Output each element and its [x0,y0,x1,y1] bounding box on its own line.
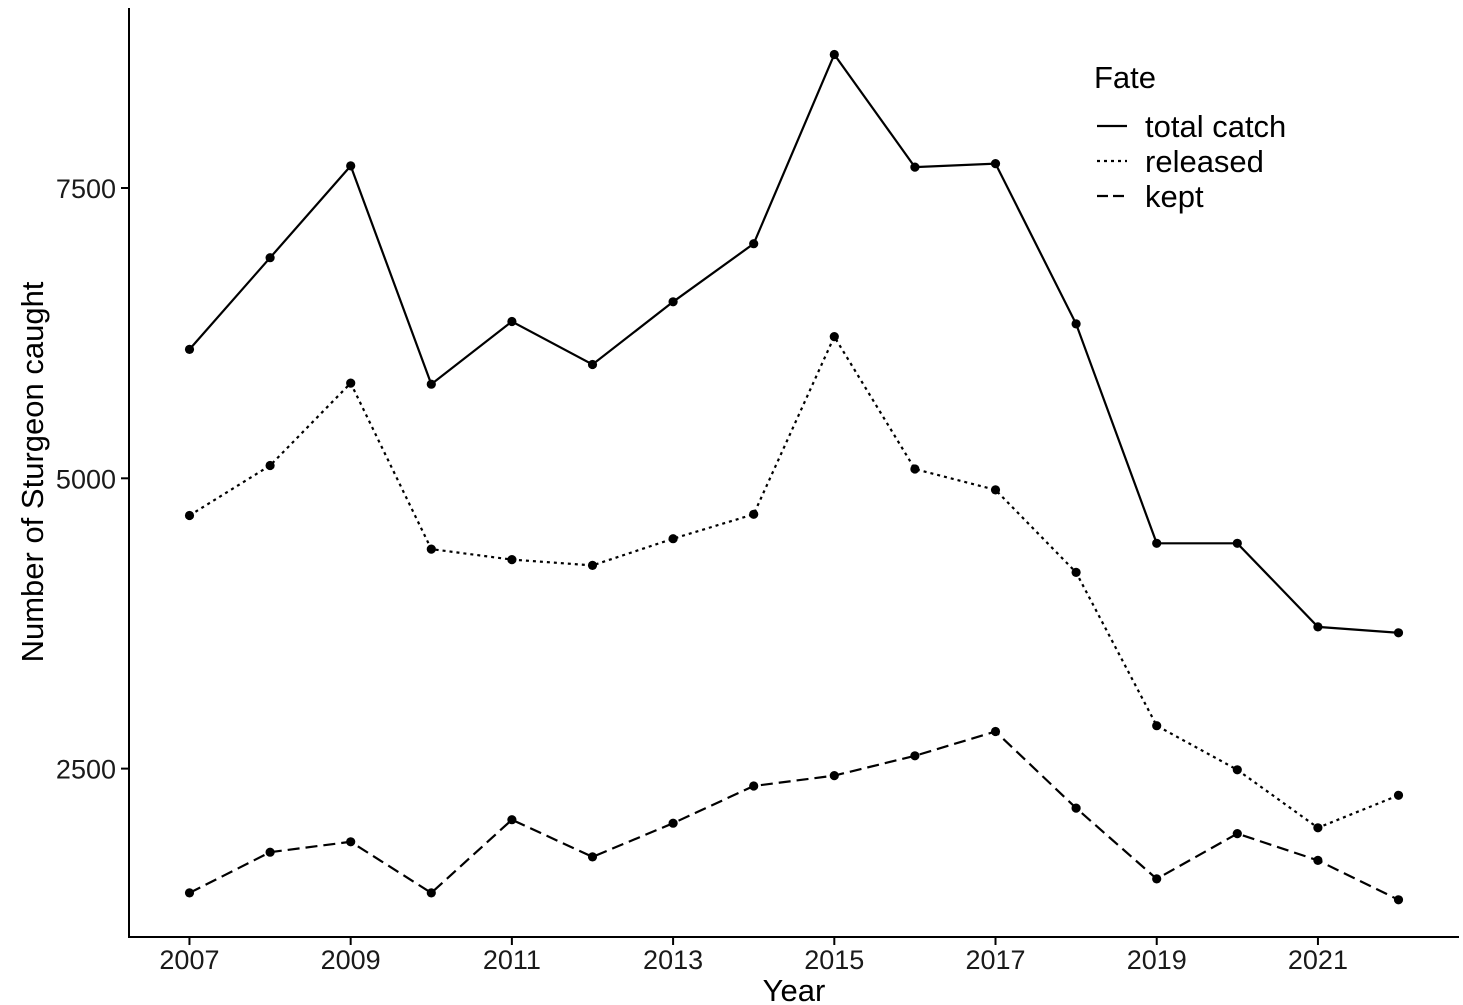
x-tick-label-2021: 2021 [1288,945,1348,975]
data-point-total-catch-2009 [346,161,356,171]
x-tick-label-2017: 2017 [965,945,1025,975]
data-point-total-catch-2012 [587,359,598,370]
data-point-kept-2011 [507,815,517,825]
data-point-released-2012 [587,560,598,571]
data-point-total-catch-2008 [265,253,275,263]
series-layer [184,49,1404,905]
x-tick-label-2011: 2011 [483,945,541,975]
data-point-kept-2014 [749,781,759,791]
data-point-total-catch-2018 [1071,319,1081,329]
data-point-released-2019 [1152,721,1162,731]
legend-label-released: released [1145,144,1264,179]
data-point-kept-2020 [1232,829,1242,839]
x-axis-title: Year [763,973,826,1005]
data-point-kept-2012 [587,852,598,862]
y-axis-title: Number of Sturgeon caught [15,281,50,662]
x-tick-label-2015: 2015 [804,945,864,975]
data-point-total-catch-2021 [1313,622,1323,632]
data-point-total-catch-2010 [426,379,436,389]
data-point-released-2017 [990,485,1001,495]
data-point-kept-2016 [910,751,920,761]
data-point-total-catch-2015 [829,49,839,60]
x-tick-label-2013: 2013 [643,945,703,975]
data-point-kept-2009 [346,837,356,847]
data-point-released-2015 [829,332,839,342]
data-point-total-catch-2020 [1232,538,1242,548]
data-point-kept-2013 [668,818,678,828]
series-line-kept [189,730,1399,901]
data-point-total-catch-2013 [668,297,678,307]
data-point-kept-2015 [829,771,839,781]
data-point-released-2016 [910,464,920,474]
data-point-released-2008 [265,460,275,471]
data-point-total-catch-2017 [990,159,1001,169]
data-point-released-2014 [749,509,759,519]
y-tick-label-2500: 2500 [56,755,116,785]
x-tick-label-2007: 2007 [159,945,219,975]
data-point-kept-2017 [990,726,1001,737]
legend-label-kept: kept [1145,179,1204,214]
data-point-released-2009 [346,378,356,388]
data-point-kept-2021 [1313,855,1323,866]
data-point-kept-2008 [265,847,275,857]
data-point-released-2007 [184,510,195,521]
y-tick-label-7500: 7500 [56,174,116,204]
ticks-layer: 2007 2009 2011 2013 2015 2017 2019 2021 2500 5000… [56,174,1348,975]
data-point-released-2010 [426,544,436,554]
data-point-kept-2019 [1152,874,1162,884]
data-point-released-2011 [507,555,517,565]
data-point-total-catch-2019 [1152,538,1162,548]
data-point-kept-2010 [426,888,436,898]
series-line-total-catch [188,52,1399,634]
data-point-released-2022 [1393,790,1404,800]
series-line-released [188,334,1399,830]
data-point-kept-2022 [1393,895,1404,905]
data-point-released-2021 [1313,823,1323,833]
data-point-released-2013 [668,534,678,544]
data-point-total-catch-2014 [749,239,759,249]
legend-label-total-catch: total catch [1145,109,1286,144]
legend-title: Fate [1094,60,1156,95]
data-point-total-catch-2011 [507,316,517,327]
data-point-total-catch-2007 [184,344,195,354]
data-point-released-2018 [1071,567,1081,578]
x-tick-label-2019: 2019 [1127,945,1187,975]
x-tick-label-2009: 2009 [321,945,381,975]
y-tick-label-5000: 5000 [56,464,116,494]
data-point-total-catch-2022 [1393,628,1404,638]
data-point-total-catch-2016 [910,162,920,172]
data-point-kept-2007 [184,888,195,898]
data-point-kept-2018 [1071,803,1081,813]
data-point-released-2020 [1232,765,1242,775]
